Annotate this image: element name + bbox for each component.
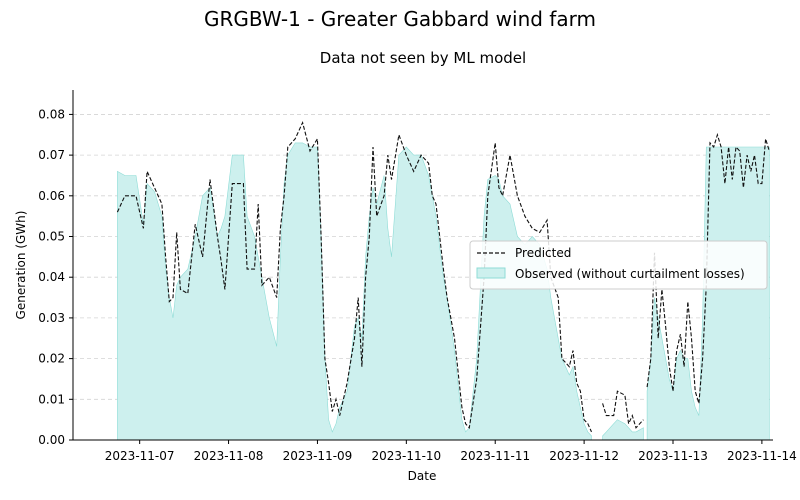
y-tick-label: 0.04 xyxy=(38,270,65,284)
observed-area xyxy=(646,146,770,441)
x-tick-label: 2023-11-10 xyxy=(371,449,441,463)
x-tick-label: 2023-11-07 xyxy=(105,449,175,463)
predicted-line xyxy=(646,132,770,404)
legend-predicted-label: Predicted xyxy=(515,246,571,260)
y-tick-label: 0.05 xyxy=(38,230,65,244)
x-axis-label: Date xyxy=(408,469,437,483)
y-tick-label: 0.07 xyxy=(38,148,65,162)
predicted-line-layer xyxy=(116,120,770,433)
predicted-line xyxy=(602,390,644,429)
y-tick-label: 0.02 xyxy=(38,352,65,366)
legend: Predicted Observed (without curtailment … xyxy=(469,240,768,290)
predicted-line xyxy=(116,120,593,433)
y-tick-label: 0.08 xyxy=(38,107,65,121)
y-tick-label: 0.03 xyxy=(38,311,65,325)
legend-box xyxy=(469,240,768,290)
x-tick-label: 2023-11-09 xyxy=(283,449,353,463)
y-tick-label: 0.01 xyxy=(38,392,65,406)
observed-area-layer xyxy=(117,142,770,441)
x-ticks: 2023-11-07 2023-11-08 2023-11-09 2023-11-10… xyxy=(105,440,797,463)
x-tick-label: 2023-11-12 xyxy=(549,449,619,463)
y-tick-label: 0.00 xyxy=(38,433,65,447)
y-axis-label: Generation (GWh) xyxy=(14,211,28,320)
legend-observed-label: Observed (without curtailment losses) xyxy=(515,267,745,281)
x-tick-label: 2023-11-08 xyxy=(194,449,264,463)
observed-area xyxy=(602,419,644,441)
y-tick-label: 0.06 xyxy=(38,189,65,203)
x-tick-label: 2023-11-11 xyxy=(460,449,530,463)
y-ticks: 0.00 0.01 0.02 0.03 0.04 0.05 0.06 0.07 0.08 xyxy=(38,107,73,447)
chart-subtitle: Data not seen by ML model xyxy=(320,49,526,67)
chart-title: GRGBW-1 - Greater Gabbard wind farm xyxy=(204,7,596,31)
legend-observed-swatch xyxy=(476,267,506,279)
x-tick-label: 2023-11-14 xyxy=(727,449,797,463)
x-tick-label: 2023-11-13 xyxy=(638,449,708,463)
